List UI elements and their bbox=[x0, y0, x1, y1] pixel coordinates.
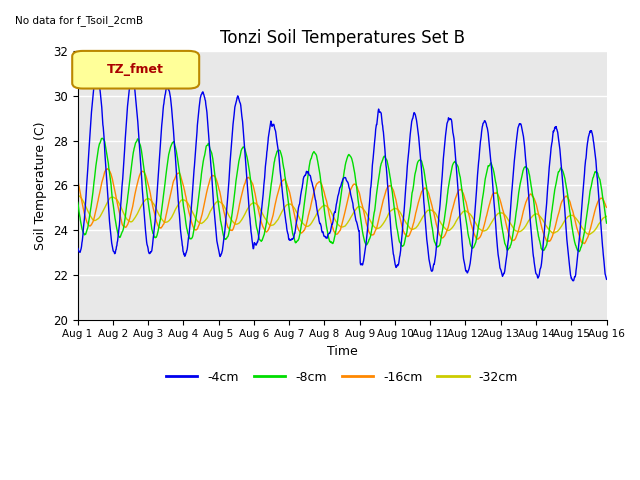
Text: No data for f_Tsoil_2cmB: No data for f_Tsoil_2cmB bbox=[15, 15, 143, 26]
Legend: -4cm, -8cm, -16cm, -32cm: -4cm, -8cm, -16cm, -32cm bbox=[161, 366, 523, 389]
X-axis label: Time: Time bbox=[326, 345, 357, 358]
Y-axis label: Soil Temperature (C): Soil Temperature (C) bbox=[34, 121, 47, 250]
Title: Tonzi Soil Temperatures Set B: Tonzi Soil Temperatures Set B bbox=[220, 29, 465, 47]
FancyBboxPatch shape bbox=[72, 51, 199, 88]
Text: TZ_fmet: TZ_fmet bbox=[108, 63, 164, 76]
